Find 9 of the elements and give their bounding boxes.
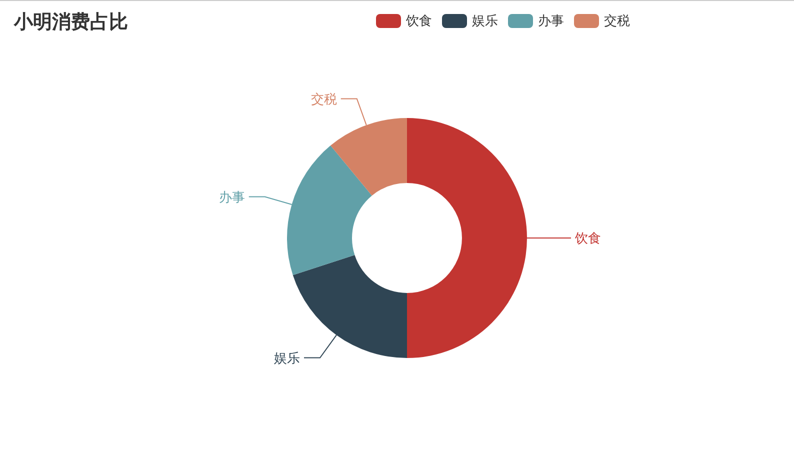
slice-label: 娱乐 xyxy=(274,351,300,366)
legend-label: 交税 xyxy=(604,13,630,30)
legend-label: 娱乐 xyxy=(472,13,498,30)
slice-label: 饮食 xyxy=(574,232,601,247)
slice-label: 交税 xyxy=(310,91,337,108)
legend-label: 饮食 xyxy=(406,13,432,30)
legend-label: 办事 xyxy=(538,13,564,30)
chart-title: 小明消费占比 xyxy=(14,10,128,35)
slice-label: 办事 xyxy=(218,190,245,206)
